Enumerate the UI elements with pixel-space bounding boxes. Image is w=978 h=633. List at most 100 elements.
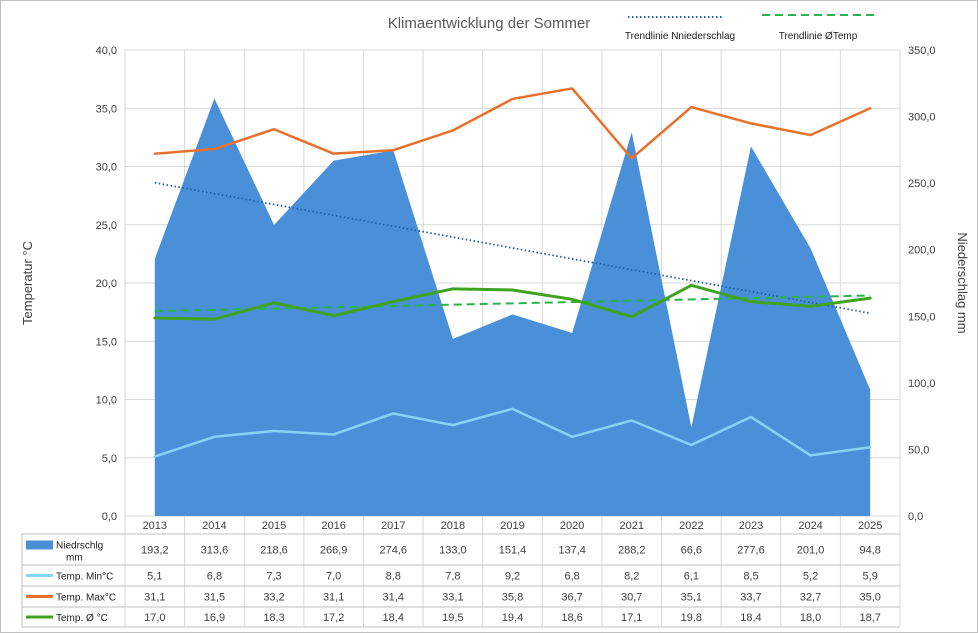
table-cell: 7,3 [266, 571, 281, 583]
table-row-label: mm [66, 553, 83, 564]
y2-tick-label: 50,0 [908, 444, 929, 456]
y-tick-label: 40,0 [96, 45, 117, 57]
table-cell: 8,8 [386, 571, 401, 583]
x-tick-label: 2019 [500, 520, 524, 532]
chart-title: Klimaentwicklung der Sommer [388, 15, 591, 32]
table-cell: 16,9 [204, 612, 225, 624]
y-tick-label: 15,0 [96, 336, 117, 348]
y2-tick-label: 350,0 [908, 45, 936, 57]
table-cell: 18,7 [859, 612, 880, 624]
table-cell: 8,5 [743, 571, 758, 583]
table-cell: 94,8 [859, 545, 880, 557]
legend-label-trend-precip: Trendlinie Nniederschlag [625, 31, 735, 42]
table-cell: 6,8 [207, 571, 222, 583]
precipitation-area [154, 98, 871, 517]
table-cell: 133,0 [439, 545, 467, 557]
table-cell: 8,2 [624, 571, 639, 583]
table-cell: 31,1 [144, 592, 165, 604]
axes: 0,0 5,0 10,0 15,0 20,0 25,0 30,0 35,0 40,0 0,0 50,… [96, 45, 936, 523]
table-cell: 274,6 [380, 545, 408, 557]
table-cell: 313,6 [201, 545, 229, 557]
y-tick-label: 0,0 [102, 511, 117, 523]
y-tick-label: 20,0 [96, 278, 117, 290]
table-row-label: Temp. Min°C [56, 572, 113, 583]
table-cell: 5,1 [147, 571, 162, 583]
table-cell: 18,3 [263, 612, 284, 624]
line-series-2 [153, 87, 872, 160]
y2-tick-label: 0,0 [908, 511, 923, 523]
table-row-label: Temp. Max°C [56, 593, 116, 604]
temperature-lines [153, 87, 872, 458]
table-cell: 6,1 [684, 571, 699, 583]
y-tick-label: 30,0 [96, 162, 117, 174]
trendlines [154, 181, 871, 315]
x-tick-label: 2018 [441, 520, 465, 532]
area-niederschlag [154, 98, 871, 517]
x-tick-label: 2022 [679, 520, 703, 532]
table-cell: 66,6 [681, 545, 702, 557]
table-cell: 35,0 [859, 592, 880, 604]
x-tick-label: 2021 [619, 520, 643, 532]
line-series-3 [153, 283, 872, 321]
table-cell: 6,8 [564, 571, 579, 583]
table-cell: 18,6 [561, 612, 582, 624]
table-cell: 35,1 [681, 592, 702, 604]
x-tick-label: 2023 [739, 520, 763, 532]
table-cell: 31,5 [204, 592, 225, 604]
table-cell: 277,6 [737, 545, 765, 557]
table-cell: 218,6 [260, 545, 288, 557]
table-cell: 19,4 [502, 612, 523, 624]
table-cell: 5,2 [803, 571, 818, 583]
table-cell: 17,0 [144, 612, 165, 624]
x-tick-label: 2017 [381, 520, 405, 532]
y2-tick-label: 300,0 [908, 112, 936, 124]
table-cell: 137,4 [558, 545, 586, 557]
table-cell: 31,4 [383, 592, 404, 604]
line-series-1 [153, 407, 872, 458]
table-cell: 151,4 [499, 545, 527, 557]
x-tick-label: 2024 [798, 520, 822, 532]
x-tick-label: 2014 [202, 520, 226, 532]
trendline-niederschlag [154, 181, 871, 315]
x-tick-label: 2020 [560, 520, 584, 532]
table-cell: 32,7 [800, 592, 821, 604]
table-cell: 201,0 [797, 545, 825, 557]
table-cell: 266,9 [320, 545, 348, 557]
table-cell: 18,4 [383, 612, 404, 624]
table-cell: 31,1 [323, 592, 344, 604]
y2-tick-label: 250,0 [908, 178, 936, 190]
y2-tick-label: 100,0 [908, 378, 936, 390]
table-cell: 18,4 [740, 612, 761, 624]
y-tick-label: 35,0 [96, 103, 117, 115]
x-tick-label: 2015 [262, 520, 286, 532]
table-cell: 288,2 [618, 545, 646, 557]
y-axis-title: Temperatur °C [20, 241, 35, 325]
table-cell: 33,7 [740, 592, 761, 604]
y-tick-label: 10,0 [96, 395, 117, 407]
table-cell: 193,2 [141, 545, 169, 557]
table-cell: 17,2 [323, 612, 344, 624]
table-cell: 36,7 [561, 592, 582, 604]
y2-axis-title: Niederschlag mm [955, 232, 970, 333]
table-cell: 19,5 [442, 612, 463, 624]
table-cell: 9,2 [505, 571, 520, 583]
table-cell: 7,0 [326, 571, 341, 583]
table-row-label: Niedrschlg [56, 541, 103, 552]
table-cell: 5,9 [863, 571, 878, 583]
table-cell: 33,1 [442, 592, 463, 604]
table-cell: 33,2 [263, 592, 284, 604]
y2-tick-label: 150,0 [908, 311, 936, 323]
y2-tick-label: 200,0 [908, 245, 936, 257]
legend-label-trend-temp: Trendlinie ØTemp [779, 31, 858, 42]
x-tick-label: 2025 [858, 520, 882, 532]
y-tick-label: 5,0 [102, 453, 117, 465]
table-key-area [26, 540, 53, 550]
table-cell: 17,1 [621, 612, 642, 624]
table-cell: 18,0 [800, 612, 821, 624]
y-tick-label: 25,0 [96, 220, 117, 232]
table-cell: 30,7 [621, 592, 642, 604]
table-cell: 7,8 [445, 571, 460, 583]
x-tick-label: 2013 [143, 520, 167, 532]
table-row-label: Temp. Ø °C [56, 613, 108, 624]
